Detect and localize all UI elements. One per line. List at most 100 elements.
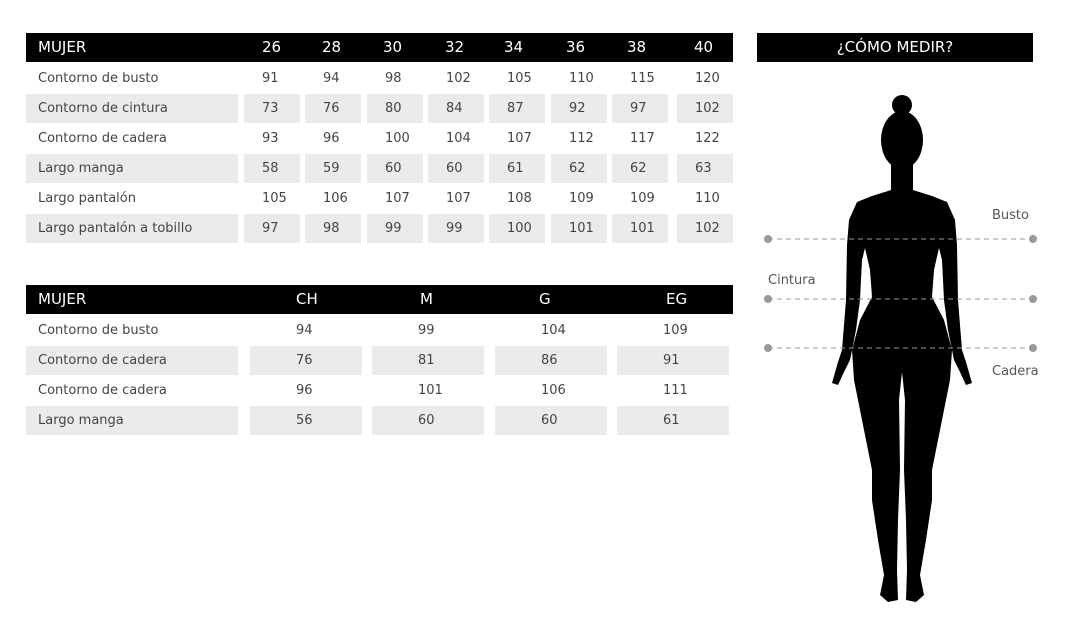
size-column-header: 34 [504,38,524,56]
table-cell: 84 [428,94,484,123]
table-cell: 110 [569,71,594,86]
row-label: Largo manga [26,154,238,183]
table-cell: 100 [385,131,410,146]
table-cell: 104 [541,323,566,338]
size-column-header: 40 [694,38,714,56]
hip-line-left-dot [764,344,772,352]
row-label: Contorno de cintura [26,94,238,123]
body [832,160,972,602]
table-cell: 99 [418,323,435,338]
table-cell: 102 [677,214,733,243]
how-to-measure-title: ¿CÓMO MEDIR? [836,38,954,56]
table-cell: 109 [630,191,655,206]
table-cell: 60 [372,406,484,435]
table-cell: 102 [446,71,471,86]
table-header: MUJER CH M G EG [26,285,733,314]
table-cell: 58 [244,154,300,183]
bust-line-right-dot [1029,235,1037,243]
row-label: Contorno de cadera [26,346,238,375]
table-cell: 98 [385,71,402,86]
table-cell: 96 [296,383,313,398]
how-to-measure-header: ¿CÓMO MEDIR? [757,33,1033,62]
table-cell: 100 [489,214,545,243]
table-cell: 94 [296,323,313,338]
table-cell: 62 [551,154,607,183]
table-cell: 61 [617,406,729,435]
table-title: MUJER [38,38,87,56]
table-cell: 104 [446,131,471,146]
label-busto: Busto [992,208,1029,223]
row-label: Contorno de cadera [38,131,167,146]
row-label: Contorno de cadera [38,383,167,398]
row-label: Contorno de busto [38,323,159,338]
table-cell: 105 [507,71,532,86]
table-cell: 101 [551,214,607,243]
size-column-header: 36 [566,38,586,56]
table-cell: 110 [695,191,720,206]
table-cell: 115 [630,71,655,86]
table-cell: 80 [367,94,423,123]
table-cell: 111 [663,383,688,398]
size-column-header: 28 [322,38,342,56]
table-cell: 56 [250,406,362,435]
size-column-header: M [420,290,433,308]
table-cell: 105 [262,191,287,206]
hair-bun [892,95,912,115]
table-cell: 59 [305,154,361,183]
bust-line-left-dot [764,235,772,243]
table-cell: 60 [367,154,423,183]
table-cell: 61 [489,154,545,183]
table-cell: 60 [495,406,607,435]
table-cell: 81 [372,346,484,375]
table-cell: 120 [695,71,720,86]
table-cell: 106 [541,383,566,398]
table-cell: 86 [495,346,607,375]
table-cell: 91 [617,346,729,375]
size-column-header: G [539,290,551,308]
table-cell: 76 [305,94,361,123]
table-cell: 108 [507,191,532,206]
row-label: Largo manga [26,406,238,435]
table-cell: 91 [262,71,279,86]
table-cell: 98 [305,214,361,243]
table-cell: 93 [262,131,279,146]
row-label: Contorno de busto [38,71,159,86]
table-cell: 109 [663,323,688,338]
table-cell: 60 [428,154,484,183]
table-cell: 117 [630,131,655,146]
label-cadera: Cadera [992,364,1039,379]
table-cell: 97 [244,214,300,243]
table-cell: 62 [612,154,668,183]
table-cell: 73 [244,94,300,123]
size-column-header: 38 [627,38,647,56]
row-label: Largo pantalón a tobillo [26,214,238,243]
table-cell: 122 [695,131,720,146]
table-cell: 106 [323,191,348,206]
hip-line-right-dot [1029,344,1037,352]
table-cell: 87 [489,94,545,123]
table-cell: 94 [323,71,340,86]
size-column-header: 26 [262,38,282,56]
size-column-header: CH [296,290,318,308]
table-cell: 107 [385,191,410,206]
table-cell: 109 [569,191,594,206]
table-cell: 107 [507,131,532,146]
table-cell: 92 [551,94,607,123]
size-column-header: EG [666,290,688,308]
size-column-header: 32 [445,38,465,56]
table-cell: 112 [569,131,594,146]
table-cell: 63 [677,154,733,183]
table-cell: 99 [367,214,423,243]
table-cell: 107 [446,191,471,206]
table-title: MUJER [38,290,87,308]
table-cell: 96 [323,131,340,146]
table-cell: 76 [250,346,362,375]
waist-line-left-dot [764,295,772,303]
head [881,111,923,169]
table-cell: 101 [418,383,443,398]
table-cell: 97 [612,94,668,123]
table-cell: 101 [612,214,668,243]
table-header: MUJER 26 28 30 32 34 36 38 40 [26,33,733,62]
table-cell: 99 [428,214,484,243]
